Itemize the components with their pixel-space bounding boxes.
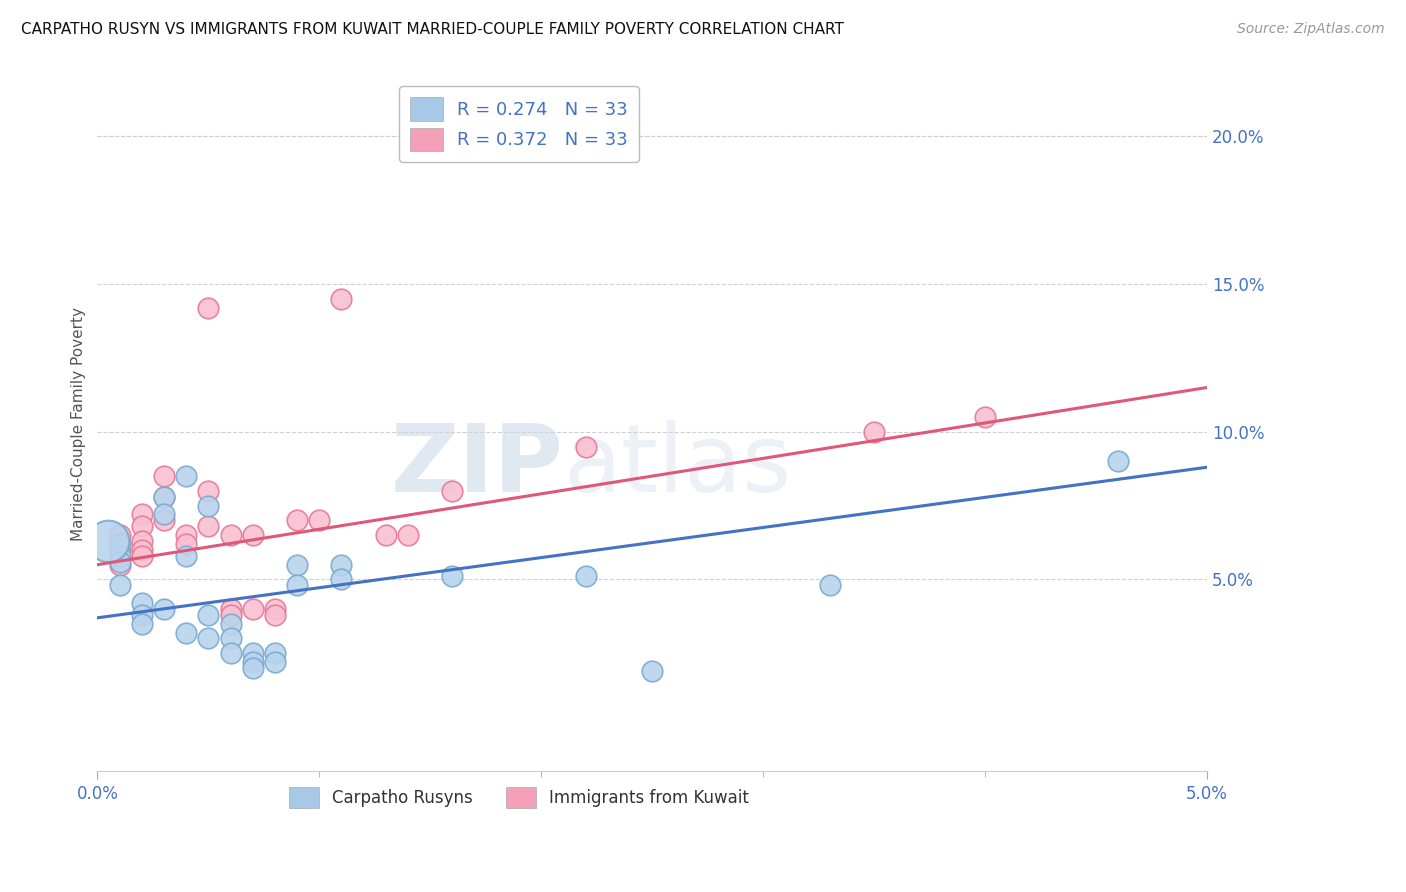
Point [108,555,131,569]
Point [131,542,153,557]
Point [108,542,131,557]
Point [242,661,264,675]
Point [131,607,153,622]
Point [219,602,242,616]
Point [242,528,264,542]
Point [818,578,841,592]
Point [330,573,353,587]
Point [131,519,153,533]
Point [219,616,242,631]
Point [131,549,153,563]
Point [285,513,308,527]
Point [174,625,197,640]
Point [219,528,242,542]
Point [197,519,219,533]
Point [441,483,464,498]
Point [219,632,242,646]
Point [197,483,219,498]
Point [863,425,886,439]
Point [174,537,197,551]
Point [131,616,153,631]
Point [153,490,176,504]
Point [1107,454,1129,468]
Point [108,549,131,563]
Point [131,508,153,522]
Point [108,537,131,551]
Point [153,508,176,522]
Point [308,513,330,527]
Point [153,490,176,504]
Point [641,664,664,678]
Text: CARPATHO RUSYN VS IMMIGRANTS FROM KUWAIT MARRIED-COUPLE FAMILY POVERTY CORRELATI: CARPATHO RUSYN VS IMMIGRANTS FROM KUWAIT… [21,22,844,37]
Point [575,569,598,583]
Point [330,292,353,306]
Point [264,655,287,669]
Point [197,607,219,622]
Point [974,410,997,425]
Text: ZIP: ZIP [391,420,564,512]
Point [153,513,176,527]
Point [396,528,419,542]
Point [242,646,264,660]
Point [242,655,264,669]
Point [441,569,464,583]
Point [330,558,353,572]
Point [264,602,287,616]
Point [264,646,287,660]
Point [197,499,219,513]
Point [174,469,197,483]
Text: Source: ZipAtlas.com: Source: ZipAtlas.com [1237,22,1385,37]
Point [219,646,242,660]
Point [131,596,153,610]
Point [374,528,396,542]
Y-axis label: Married-Couple Family Poverty: Married-Couple Family Poverty [72,308,86,541]
Point [174,528,197,542]
Point [264,607,287,622]
Text: atlas: atlas [564,420,792,512]
Point [108,558,131,572]
Point [197,632,219,646]
Point [153,469,176,483]
Point [108,537,131,551]
Point [242,602,264,616]
Point [97,534,120,549]
Point [575,440,598,454]
Point [219,607,242,622]
Point [197,301,219,315]
Point [174,549,197,563]
Point [285,578,308,592]
Point [285,558,308,572]
Point [108,528,131,542]
Point [108,578,131,592]
Point [153,602,176,616]
Legend: Carpatho Rusyns, Immigrants from Kuwait: Carpatho Rusyns, Immigrants from Kuwait [283,780,756,815]
Point [131,534,153,549]
